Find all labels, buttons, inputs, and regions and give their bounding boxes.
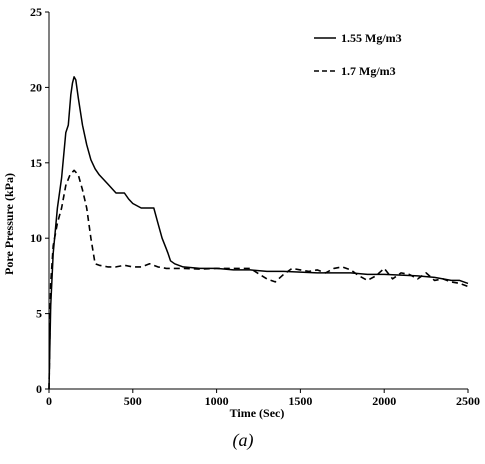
y-axis-title: Pore Pressure (kPa) — [2, 173, 16, 275]
x-tick-label: 500 — [124, 394, 142, 408]
figure-caption: (a) — [233, 430, 254, 451]
x-tick-label: 2500 — [456, 394, 480, 408]
x-axis-title: Time (Sec) — [230, 406, 285, 420]
y-tick-label: 25 — [30, 5, 42, 19]
legend-label-1-7-mg-m3: 1.7 Mg/m3 — [341, 64, 396, 78]
ticks: 0 500 1000 1500 2000 2500 0 5 10 15 20 25 — [30, 5, 480, 408]
series-lines — [48, 76, 469, 390]
x-tick-label: 1500 — [288, 394, 312, 408]
x-tick-label: 2000 — [372, 394, 396, 408]
y-tick-label: 20 — [30, 80, 42, 94]
legend: 1.55 Mg/m3 1.7 Mg/m3 — [314, 31, 402, 78]
series-line-1-55-mg-m3 — [48, 76, 469, 390]
y-tick-label: 10 — [30, 231, 42, 245]
x-tick-label: 1000 — [205, 394, 229, 408]
y-tick-label: 0 — [36, 382, 42, 396]
y-tick-label: 5 — [36, 307, 42, 321]
axes — [48, 12, 468, 390]
y-tick-label: 15 — [30, 156, 42, 170]
x-tick-label: 0 — [46, 394, 52, 408]
legend-label-1-55-mg-m3: 1.55 Mg/m3 — [341, 31, 402, 45]
series-line-1-7-mg-m3 — [48, 169, 469, 390]
